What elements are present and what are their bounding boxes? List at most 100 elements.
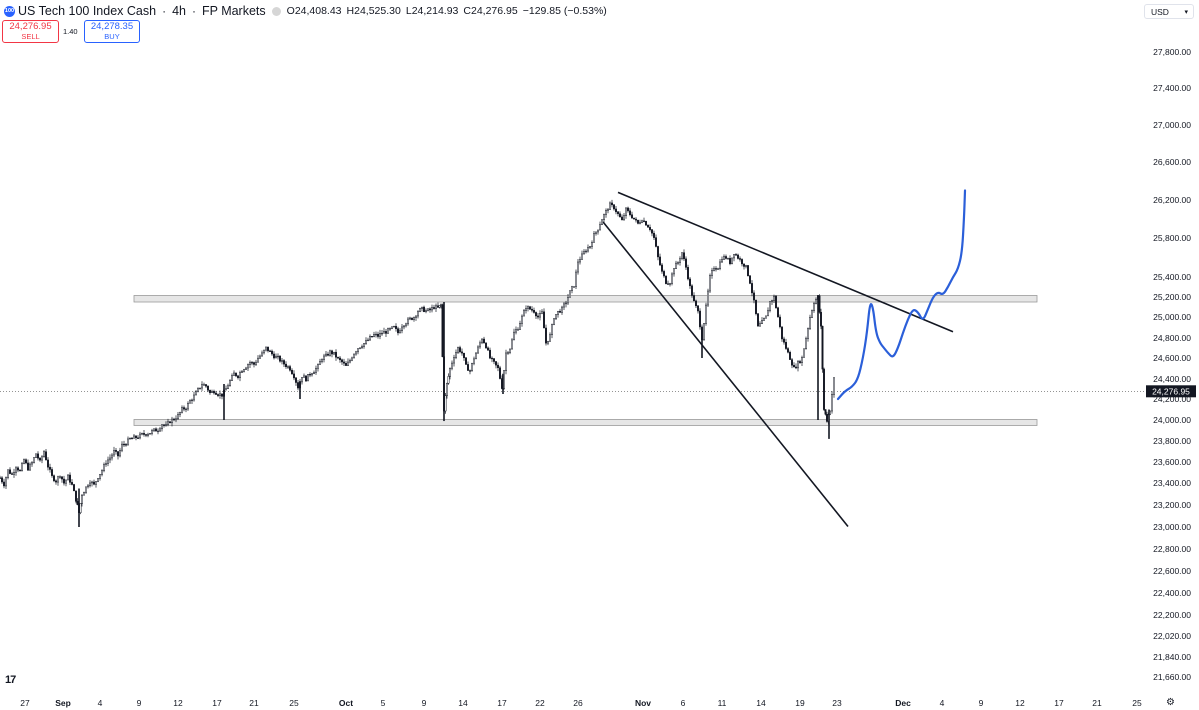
candle-body [429,308,431,311]
candle-body [135,435,137,439]
candle-body [97,478,99,482]
candle-body [169,421,171,424]
candle-body [263,349,265,354]
candle-body [469,370,471,372]
candle-body [269,350,271,352]
currency-selector[interactable]: USD ▾ [1144,4,1194,19]
candle-body [471,362,473,371]
last-price-tag [1146,385,1196,398]
candle-body [655,237,657,247]
candle-body [235,372,237,377]
candle-body [125,444,127,446]
candle-body [3,481,5,487]
market-status-icon[interactable] [271,6,281,16]
candle-body [113,450,115,456]
time-tick-label: 17 [497,698,507,708]
candle-body [359,347,361,349]
price-tick-label: 22,020.00 [1153,631,1191,641]
resistance-zone [133,295,1038,303]
buy-button[interactable]: 24,278.35 BUY [84,20,140,43]
candle-body [259,355,261,359]
candle-body [641,220,643,223]
interval-label[interactable]: 4h [172,4,186,18]
candle-body [781,326,783,340]
tradingview-logo-icon[interactable]: 17 [5,674,16,686]
candle-body [797,361,799,369]
candle-body [645,221,647,226]
candle-body [27,462,29,471]
candle-body [815,299,817,304]
price-tick-label: 23,600.00 [1153,457,1191,467]
candle-body [339,357,341,361]
candle-body [617,211,619,215]
candle-body [281,360,283,362]
price-tick-label: 24,400.00 [1153,374,1191,384]
candle-body [343,361,345,364]
candle-body [415,315,417,318]
candle-body [19,469,21,472]
candle-body [397,328,399,334]
candle-body [619,213,621,218]
candle-body [177,414,179,420]
price-axis[interactable]: 27,800.00 27,400.00 27,000.00 26,600.00 26,2… [1146,47,1196,682]
candle-body [753,292,755,301]
candle-body [127,438,129,446]
candle-body [147,433,149,436]
candle-body [363,343,365,347]
time-tick-label: Nov [635,698,651,708]
candle-body [121,443,123,451]
candle-body [1,477,3,483]
candle-body [85,486,87,493]
candle-body [453,357,455,364]
candle-body [461,351,463,354]
symbol-title[interactable]: US Tech 100 Index Cash [18,4,157,18]
candle-body [153,428,155,431]
symbol-logo-icon: 100 [4,5,15,17]
time-tick-label: 14 [756,698,766,708]
candle-body [769,301,771,311]
candle-body [545,327,547,344]
candle-body [249,362,251,365]
candle-body [824,409,827,415]
candle-body [215,392,217,395]
candle-body [733,254,735,259]
candle-body [197,388,199,392]
candle-body [317,364,319,369]
candle-body [287,366,289,368]
time-axis[interactable]: 27 Sep 4 9 12 17 21 25 Oct 5 9 14 17 22 26 Nov 6 11 14 19 23… [20,698,1142,708]
candle-body [659,256,661,266]
sell-button[interactable]: 24,276.95 SELL [2,20,59,43]
candle-body [139,433,141,439]
candle-body [301,377,303,383]
time-tick-label: 5 [381,698,386,708]
candle-body [773,295,775,301]
candle-body [683,252,685,260]
candle-body [679,258,681,263]
candle-body [409,317,411,320]
header-separator: · [191,4,196,18]
candle-body [823,368,825,410]
ohlc-low: L24,214.93 [406,5,459,17]
candle-body [749,275,751,284]
candle-body [721,259,723,263]
candle-body [707,290,709,306]
candle-body [291,369,293,375]
last-price-label: 24,276.95 [1152,386,1190,396]
buy-price: 24,278.35 [90,21,134,32]
candle-body [821,325,824,370]
candle-body [413,317,415,320]
candle-body [187,402,189,410]
candle-body [331,350,333,355]
candle-body [43,451,45,458]
candle-body [76,501,79,505]
candle-body [273,353,275,359]
candle-body [111,454,113,459]
gear-icon[interactable]: ⚙ [1166,697,1175,708]
chart-header: 100 US Tech 100 Index Cash · 4h · FP Mar… [4,3,607,19]
candle-body [293,373,295,379]
candle-body [553,318,555,325]
candle-body [787,348,789,353]
candle-body [547,340,549,344]
candle-body [411,317,413,320]
